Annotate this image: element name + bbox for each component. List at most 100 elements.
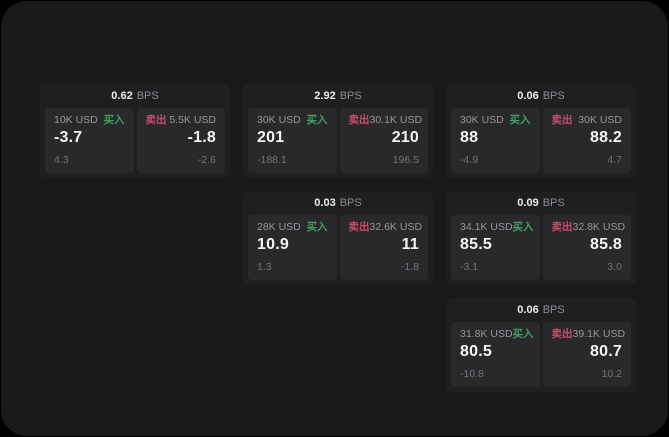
bps-value: 0.62 <box>111 90 133 102</box>
sell-price: 85.8 <box>590 236 622 253</box>
bps-header: 0.09 BPS <box>451 191 631 215</box>
quote-grid: 0.62 BPS 10K USD 买入 -3.7 4.3 卖出 5.5K USD <box>40 84 636 392</box>
sell-amount: 32.6K USD <box>369 221 423 233</box>
sell-side-label: 卖出 <box>145 114 167 126</box>
buy-amount: 28K USD <box>257 221 301 233</box>
quote-card-5: 0.09 BPS 34.1K USD 买入 85.5 -3.1 卖出 32.8K… <box>446 191 636 285</box>
buy-change: -10.8 <box>460 368 484 380</box>
sell-side-label: 卖出 <box>551 328 573 340</box>
panels: 28K USD 买入 10.9 1.3 卖出 32.6K USD 11 -1.8 <box>248 215 428 280</box>
bps-value: 0.06 <box>517 90 539 102</box>
bps-unit-label: BPS <box>339 90 362 102</box>
bps-unit-label: BPS <box>339 197 362 209</box>
sell-amount: 32.8K USD <box>572 221 626 233</box>
buy-panel[interactable]: 28K USD 买入 10.9 1.3 <box>248 215 337 280</box>
sell-side-label: 卖出 <box>551 114 573 126</box>
sell-panel-top: 卖出 30.1K USD <box>348 114 423 127</box>
buy-price: 10.9 <box>257 236 289 253</box>
buy-panel-top: 30K USD 买入 <box>460 114 531 127</box>
buy-panel[interactable]: 34.1K USD 买入 85.5 -3.1 <box>451 215 540 280</box>
sell-change: 196.5 <box>392 154 419 166</box>
buy-price: -3.7 <box>54 129 83 146</box>
buy-panel-top: 34.1K USD 买入 <box>460 221 534 234</box>
sell-price: 88.2 <box>590 129 622 146</box>
sell-change: -2.6 <box>197 154 216 166</box>
buy-panel[interactable]: 10K USD 买入 -3.7 4.3 <box>45 108 134 173</box>
panels: 10K USD 买入 -3.7 4.3 卖出 5.5K USD -1.8 -2.… <box>45 108 225 173</box>
buy-side-label: 买入 <box>103 114 125 126</box>
bps-header: 2.92 BPS <box>248 84 428 108</box>
buy-price: 201 <box>257 129 285 146</box>
sell-side-label: 卖出 <box>551 221 573 233</box>
quote-card-2: 2.92 BPS 30K USD 买入 201 -188.1 卖出 30.1K … <box>243 84 433 178</box>
quote-card-6: 0.06 BPS 31.8K USD 买入 80.5 -10.8 卖出 39.1… <box>446 298 636 392</box>
bps-value: 0.09 <box>517 197 539 209</box>
buy-change: -3.1 <box>460 261 479 273</box>
buy-panel[interactable]: 30K USD 买入 201 -188.1 <box>248 108 337 173</box>
buy-price: 80.5 <box>460 343 492 360</box>
buy-side-label: 买入 <box>512 328 534 340</box>
panels: 30K USD 买入 201 -188.1 卖出 30.1K USD 210 1… <box>248 108 428 173</box>
sell-change: 10.2 <box>601 368 622 380</box>
sell-price: 210 <box>391 129 419 146</box>
buy-side-label: 买入 <box>306 221 328 233</box>
bps-unit-label: BPS <box>136 90 159 102</box>
sell-panel[interactable]: 卖出 32.6K USD 11 -1.8 <box>339 215 428 280</box>
quote-card-1: 0.62 BPS 10K USD 买入 -3.7 4.3 卖出 5.5K USD <box>40 84 230 178</box>
bps-unit-label: BPS <box>542 90 565 102</box>
buy-amount: 30K USD <box>460 114 504 126</box>
sell-panel[interactable]: 卖出 32.8K USD 85.8 3.0 <box>542 215 631 280</box>
buy-change: 1.3 <box>257 261 272 273</box>
bps-value: 0.06 <box>517 304 539 316</box>
sell-amount: 30.1K USD <box>369 114 423 126</box>
sell-change: -1.8 <box>400 261 419 273</box>
buy-panel[interactable]: 30K USD 买入 88 -4.9 <box>451 108 540 173</box>
bps-header: 0.03 BPS <box>248 191 428 215</box>
buy-amount: 10K USD <box>54 114 98 126</box>
bps-header: 0.06 BPS <box>451 84 631 108</box>
bps-header: 0.06 BPS <box>451 298 631 322</box>
buy-amount: 34.1K USD <box>460 221 513 233</box>
buy-side-label: 买入 <box>306 114 328 126</box>
buy-panel-top: 30K USD 买入 <box>257 114 328 127</box>
panels: 34.1K USD 买入 85.5 -3.1 卖出 32.8K USD 85.8… <box>451 215 631 280</box>
sell-side-label: 卖出 <box>348 221 370 233</box>
quote-card-3: 0.06 BPS 30K USD 买入 88 -4.9 卖出 30K USD <box>446 84 636 178</box>
sell-side-label: 卖出 <box>348 114 370 126</box>
quote-card-4: 0.03 BPS 28K USD 买入 10.9 1.3 卖出 32.6K US… <box>243 191 433 285</box>
sell-price: -1.8 <box>187 129 216 146</box>
sell-panel[interactable]: 卖出 5.5K USD -1.8 -2.6 <box>136 108 225 173</box>
bps-value: 0.03 <box>314 197 336 209</box>
buy-price: 85.5 <box>460 236 492 253</box>
buy-panel-top: 10K USD 买入 <box>54 114 125 127</box>
sell-price: 11 <box>401 236 419 253</box>
bps-value: 2.92 <box>314 90 336 102</box>
sell-change: 4.7 <box>607 154 622 166</box>
sell-price: 80.7 <box>590 343 622 360</box>
buy-panel[interactable]: 31.8K USD 买入 80.5 -10.8 <box>451 322 540 387</box>
sell-panel[interactable]: 卖出 30.1K USD 210 196.5 <box>339 108 428 173</box>
sell-panel[interactable]: 卖出 39.1K USD 80.7 10.2 <box>542 322 631 387</box>
buy-price: 88 <box>460 129 479 146</box>
buy-side-label: 买入 <box>512 221 534 233</box>
sell-panel-top: 卖出 30K USD <box>552 114 623 127</box>
bps-unit-label: BPS <box>542 304 565 316</box>
buy-panel-top: 31.8K USD 买入 <box>460 328 534 341</box>
buy-side-label: 买入 <box>509 114 531 126</box>
buy-change: 4.3 <box>54 154 69 166</box>
sell-panel[interactable]: 卖出 30K USD 88.2 4.7 <box>542 108 631 173</box>
buy-amount: 30K USD <box>257 114 301 126</box>
bps-unit-label: BPS <box>542 197 565 209</box>
sell-panel-top: 卖出 5.5K USD <box>146 114 217 127</box>
sell-change: 3.0 <box>607 261 622 273</box>
buy-change: -188.1 <box>257 154 287 166</box>
sell-amount: 30K USD <box>578 114 622 126</box>
buy-amount: 31.8K USD <box>460 328 513 340</box>
buy-panel-top: 28K USD 买入 <box>257 221 328 234</box>
sell-panel-top: 卖出 32.8K USD <box>551 221 626 234</box>
buy-change: -4.9 <box>460 154 479 166</box>
sell-panel-top: 卖出 39.1K USD <box>551 328 626 341</box>
panels: 31.8K USD 买入 80.5 -10.8 卖出 39.1K USD 80.… <box>451 322 631 387</box>
panels: 30K USD 买入 88 -4.9 卖出 30K USD 88.2 4.7 <box>451 108 631 173</box>
